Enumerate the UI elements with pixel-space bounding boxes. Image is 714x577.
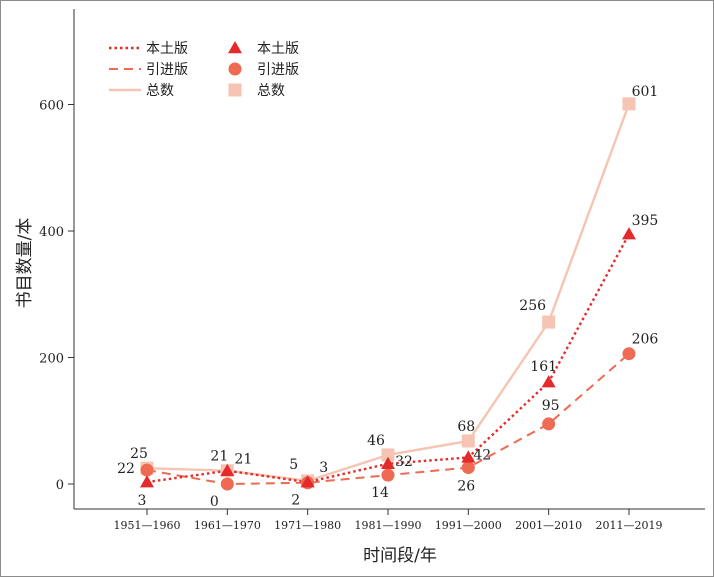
data-label-total: 68 [457, 419, 475, 435]
data-label-native: 161 [530, 359, 557, 375]
data-label-total: 256 [519, 298, 546, 314]
legend-marker-imported [228, 62, 242, 76]
x-tick-label: 1981—1990 [354, 519, 421, 532]
data-label-imported: 206 [632, 332, 659, 348]
data-point-total [381, 448, 395, 462]
data-label-native: 42 [473, 447, 491, 463]
legend-line-label-imported: 引进版 [146, 62, 188, 78]
x-tick-label: 2001—2010 [515, 519, 582, 532]
series-lines [146, 103, 631, 486]
data-point-native [220, 463, 235, 476]
x-ticks: 1951—1960 1961—1970 1971—1980 1981—1990 1991… [114, 509, 662, 532]
series-markers [140, 97, 636, 491]
y-axis-title: 书目数量/本 [15, 218, 35, 309]
y-tick-label: 600 [39, 99, 64, 114]
data-point-native [140, 475, 154, 488]
data-point-total [542, 315, 556, 329]
data-point-imported [220, 477, 234, 491]
y-ticks: 0 200 400 600 [39, 99, 74, 493]
axes [73, 9, 705, 510]
data-point-imported [542, 417, 556, 431]
data-point-imported [622, 347, 636, 361]
legend-marker-native [228, 41, 242, 54]
data-label-imported: 26 [457, 479, 475, 495]
data-point-total [461, 434, 475, 448]
data-label-imported: 95 [542, 398, 560, 414]
series-line-native [146, 233, 631, 484]
data-point-imported [381, 468, 395, 482]
data-label-total: 5 [289, 457, 298, 473]
data-label-imported: 2 [291, 493, 300, 509]
x-tick-label: 1951—1960 [114, 519, 181, 532]
x-tick-label: 1961—1970 [194, 519, 261, 532]
data-label-total: 21 [210, 449, 228, 465]
legend-marker-label-imported: 引进版 [257, 62, 299, 78]
data-point-native [541, 375, 556, 388]
data-label-total: 25 [130, 446, 148, 462]
x-tick-label: 1991—2000 [435, 519, 502, 532]
data-labels: 25 21 5 46 68 256 601 22 0 2 14 26 95 206 3 21 3 32 42 161 3… [117, 84, 658, 510]
legend-marker-total [228, 83, 242, 97]
x-tick-label: 1971—1980 [274, 519, 341, 532]
data-label-total: 46 [367, 433, 385, 449]
x-axis-title: 时间段/年 [363, 546, 437, 566]
series-line-total [146, 103, 631, 483]
data-point-native [461, 450, 476, 463]
data-point-imported [140, 463, 154, 477]
y-tick-label: 200 [39, 352, 64, 367]
data-label-native: 3 [138, 493, 147, 509]
data-point-total [622, 97, 636, 111]
data-point-native [380, 456, 395, 470]
legend-marker-label-total: 总数 [257, 83, 285, 99]
data-label-imported: 22 [117, 461, 135, 477]
data-label-total: 601 [632, 84, 659, 100]
data-label-imported: 14 [371, 485, 389, 501]
data-point-imported [461, 461, 475, 475]
data-label-imported: 0 [210, 494, 219, 510]
y-tick-label: 400 [39, 225, 64, 240]
legend-line-label-native: 本土版 [146, 41, 188, 57]
y-tick-label: 0 [56, 478, 64, 493]
legend-marker-label-native: 本土版 [257, 41, 299, 57]
data-label-native: 395 [632, 213, 659, 229]
data-point-native [621, 227, 636, 240]
legend-line-label-total: 总数 [146, 83, 174, 99]
data-label-native: 3 [319, 460, 328, 476]
data-label-native: 21 [234, 452, 252, 468]
data-point-native [300, 475, 315, 488]
x-tick-label: 2011—2019 [595, 519, 662, 532]
data-label-native: 32 [395, 454, 413, 470]
